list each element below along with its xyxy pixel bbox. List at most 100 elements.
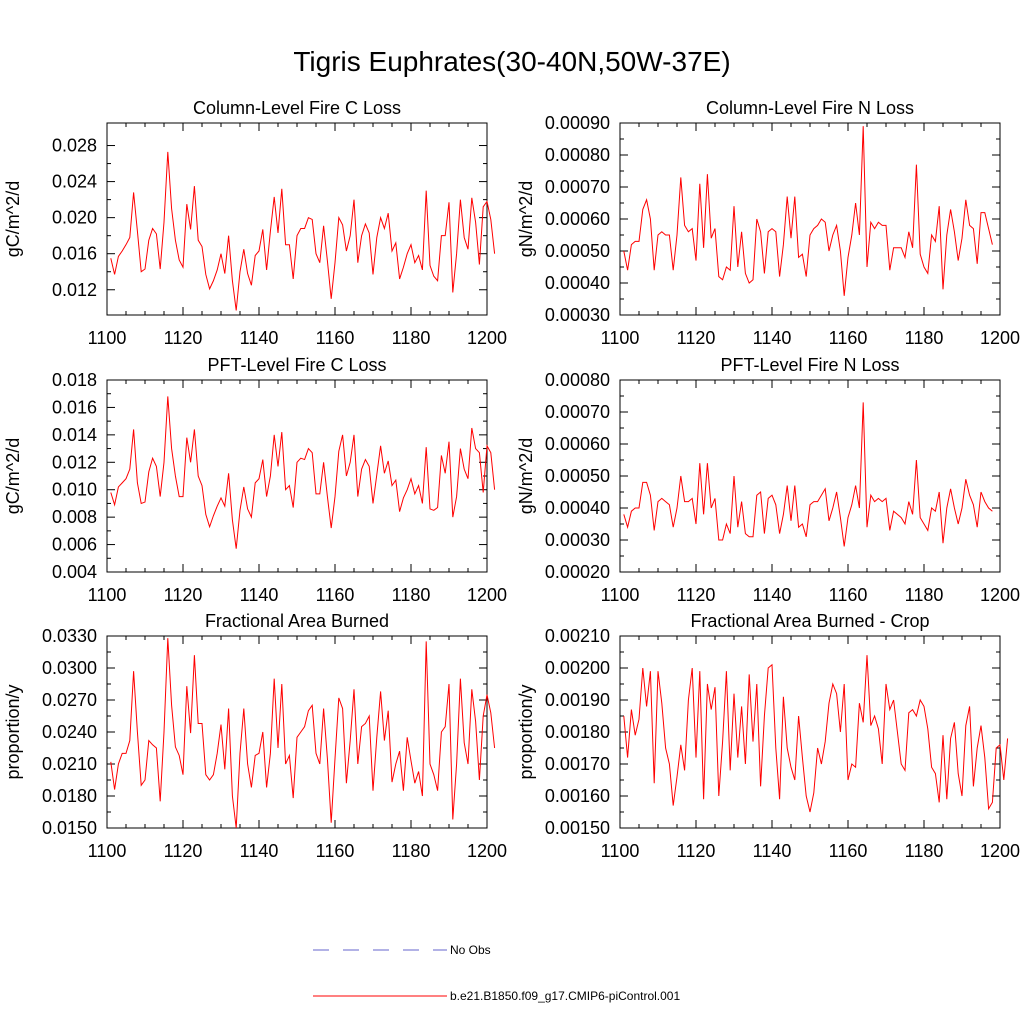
legend-entry-no-obs: No Obs — [313, 943, 491, 957]
x-tick-label: 1100 — [88, 328, 127, 348]
x-tick-label: 1100 — [601, 328, 640, 348]
plot-frame — [619, 635, 1001, 829]
y-axis-label: proportion/y — [516, 684, 536, 779]
y-tick-label: 0.00040 — [545, 498, 610, 518]
x-tick-label: 1160 — [316, 841, 355, 861]
plot-frame — [106, 379, 488, 573]
x-tick-label: 1100 — [88, 841, 127, 861]
x-tick-label: 1180 — [392, 585, 431, 605]
series-line — [623, 126, 993, 296]
y-tick-label: 0.006 — [52, 535, 97, 555]
y-tick-label: 0.00150 — [545, 818, 610, 838]
y-tick-label: 0.00080 — [545, 370, 610, 390]
y-tick-label: 0.00030 — [545, 530, 610, 550]
series-line — [110, 151, 496, 311]
series-line — [623, 655, 1009, 813]
panel-title: PFT-Level Fire C Loss — [207, 355, 386, 375]
y-axis-label: proportion/y — [3, 684, 23, 779]
panel-3: PFT-Level Fire C Loss gC/m^2/d 1100 1120 114… — [3, 355, 507, 605]
y-tick-label: 0.008 — [52, 507, 97, 527]
x-tick-label: 1160 — [829, 841, 868, 861]
x-tick-label: 1200 — [467, 585, 507, 605]
x-tick-label: 1100 — [601, 841, 640, 861]
y-tick-label: 0.00160 — [545, 786, 610, 806]
y-tick-label: 0.0270 — [42, 690, 97, 710]
x-tick-label: 1120 — [677, 585, 716, 605]
y-tick-label: 0.012 — [52, 452, 97, 472]
y-tick-label: 0.00070 — [545, 177, 610, 197]
y-tick-label: 0.00210 — [545, 626, 610, 646]
y-tick-label: 0.00040 — [545, 273, 610, 293]
x-tick-label: 1160 — [316, 585, 355, 605]
x-tick-label: 1140 — [753, 585, 792, 605]
x-tick-label: 1120 — [164, 585, 203, 605]
y-tick-label: 0.0150 — [42, 818, 97, 838]
x-tick-label: 1120 — [164, 328, 203, 348]
chart-panels: Column-Level Fire C Loss gC/m^2/d 1100 1120… — [3, 98, 1020, 861]
y-tick-label: 0.0210 — [42, 754, 97, 774]
panel-title: Column-Level Fire N Loss — [706, 98, 914, 118]
legend-entry-model-run: b.e21.B1850.f09_g17.CMIP6-piControl.001 — [313, 989, 680, 1003]
x-tick-label: 1120 — [164, 841, 203, 861]
x-tick-label: 1180 — [392, 328, 431, 348]
x-tick-label: 1120 — [677, 328, 716, 348]
x-tick-label: 1160 — [829, 585, 868, 605]
legend-label-no-obs: No Obs — [450, 943, 491, 957]
y-tick-label: 0.00200 — [545, 658, 610, 678]
panel-title: Column-Level Fire C Loss — [193, 98, 401, 118]
legend-label-model-run: b.e21.B1850.f09_g17.CMIP6-piControl.001 — [450, 989, 680, 1003]
x-tick-label: 1180 — [905, 328, 944, 348]
series-line — [110, 638, 496, 829]
series-line — [110, 396, 496, 549]
y-axis-label: gN/m^2/d — [516, 181, 536, 257]
y-tick-label: 0.012 — [52, 280, 97, 300]
x-tick-label: 1100 — [601, 585, 640, 605]
y-tick-label: 0.010 — [52, 480, 97, 500]
panel-title: Fractional Area Burned - Crop — [690, 611, 929, 631]
x-tick-label: 1180 — [392, 841, 431, 861]
x-tick-label: 1200 — [980, 328, 1020, 348]
y-tick-label: 0.00050 — [545, 466, 610, 486]
y-tick-label: 0.00020 — [545, 562, 610, 582]
figure-title: Tigris Euphrates(30-40N,50W-37E) — [293, 46, 731, 77]
y-tick-label: 0.0240 — [42, 722, 97, 742]
y-tick-label: 0.024 — [52, 172, 97, 192]
x-tick-label: 1160 — [829, 328, 868, 348]
x-tick-label: 1200 — [980, 585, 1020, 605]
x-tick-label: 1180 — [905, 841, 944, 861]
y-tick-label: 0.016 — [52, 244, 97, 264]
x-tick-label: 1140 — [240, 585, 279, 605]
panel-5: Fractional Area Burned proportion/y 1100 11… — [3, 611, 507, 861]
x-tick-label: 1140 — [753, 328, 792, 348]
panel-title: Fractional Area Burned — [205, 611, 389, 631]
y-tick-label: 0.00090 — [545, 113, 610, 133]
y-axis-label: gN/m^2/d — [516, 438, 536, 514]
x-tick-label: 1140 — [753, 841, 792, 861]
panel-4: PFT-Level Fire N Loss gN/m^2/d 1100 1120 114… — [516, 355, 1020, 605]
x-tick-label: 1180 — [905, 585, 944, 605]
x-tick-label: 1200 — [467, 328, 507, 348]
x-tick-label: 1200 — [467, 841, 507, 861]
y-tick-label: 0.0180 — [42, 786, 97, 806]
x-tick-label: 1100 — [88, 585, 127, 605]
y-tick-label: 0.00030 — [545, 305, 610, 325]
y-axis-label: gC/m^2/d — [3, 438, 23, 514]
x-tick-label: 1140 — [240, 841, 279, 861]
x-tick-label: 1120 — [677, 841, 716, 861]
legend: No Obs b.e21.B1850.f09_g17.CMIP6-piContr… — [313, 943, 680, 1003]
y-tick-label: 0.016 — [52, 397, 97, 417]
x-tick-label: 1160 — [316, 328, 355, 348]
y-axis-label: gC/m^2/d — [3, 181, 23, 257]
panel-1: Column-Level Fire C Loss gC/m^2/d 1100 1120… — [3, 98, 507, 348]
y-tick-label: 0.00190 — [545, 690, 610, 710]
y-tick-label: 0.020 — [52, 208, 97, 228]
y-tick-label: 0.0300 — [42, 658, 97, 678]
y-tick-label: 0.028 — [52, 136, 97, 156]
y-tick-label: 0.004 — [52, 562, 97, 582]
y-tick-label: 0.00050 — [545, 241, 610, 261]
x-tick-label: 1140 — [240, 328, 279, 348]
x-tick-label: 1200 — [980, 841, 1020, 861]
panel-title: PFT-Level Fire N Loss — [720, 355, 899, 375]
y-tick-label: 0.0330 — [42, 626, 97, 646]
series-line — [623, 402, 993, 547]
